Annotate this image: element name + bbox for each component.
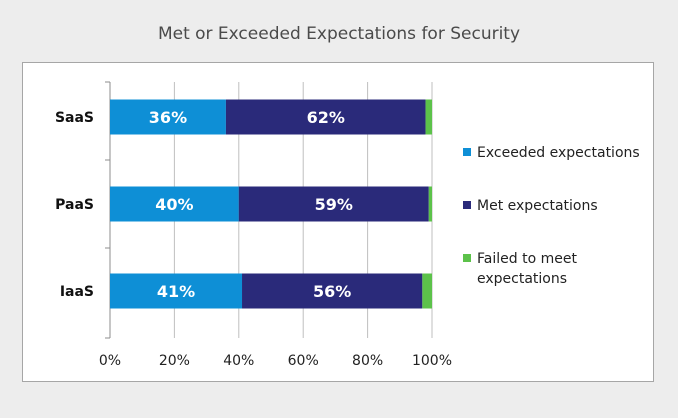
bar-segment [242, 273, 423, 309]
legend-label: Met expectations [477, 198, 598, 214]
category-label: PaaS [55, 197, 94, 213]
x-tick-label: 80% [352, 353, 383, 369]
legend-item: Met expectations [463, 196, 657, 216]
bar-segment [225, 99, 426, 135]
data-label: 56% [313, 282, 351, 301]
legend-swatch [463, 201, 471, 209]
legend-swatch [463, 254, 471, 262]
legend-swatch [463, 148, 471, 156]
x-tick-label: 0% [99, 353, 121, 369]
bar-segment [428, 186, 432, 222]
bar-segment [425, 99, 432, 135]
bar-segment [110, 99, 226, 135]
category-label: IaaS [60, 284, 94, 300]
data-label: 41% [157, 282, 195, 301]
legend-label: Failed to meet expectations [477, 251, 577, 287]
x-tick-label: 20% [159, 353, 190, 369]
bar-segment [110, 273, 243, 309]
x-tick-label: 60% [288, 353, 319, 369]
x-tick-label: 100% [412, 353, 452, 369]
legend-item: Exceeded expectations [463, 143, 657, 163]
bar-segment [110, 186, 239, 222]
data-label: 59% [315, 195, 353, 214]
category-label: SaaS [55, 110, 94, 126]
data-label: 40% [155, 195, 193, 214]
bar-segment [422, 273, 432, 309]
data-label: 36% [149, 108, 187, 127]
chart-title: Met or Exceeded Expectations for Securit… [157, 24, 521, 44]
x-tick-label: 40% [223, 353, 254, 369]
legend-item: Failed to meet expectations [463, 249, 657, 289]
data-label: 62% [307, 108, 345, 127]
bar-segment [238, 186, 429, 222]
legend-label: Exceeded expectations [477, 145, 640, 161]
